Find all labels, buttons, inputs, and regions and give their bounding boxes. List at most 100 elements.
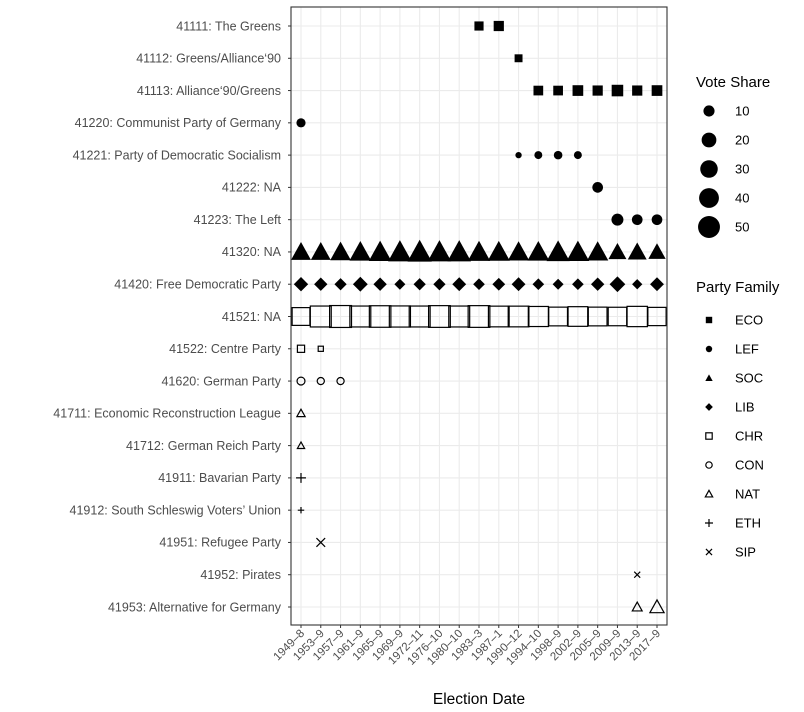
size-legend-key [700,160,718,178]
data-point-lib [394,278,406,290]
data-point-eco [592,85,603,96]
data-point-lib [373,277,387,291]
y-tick-label: 41221: Party of Democratic Socialism [73,148,281,162]
size-legend-key [698,216,720,238]
data-point-chr [507,305,530,328]
data-point-lef [611,213,624,226]
shape-legend-label: SIP [735,545,756,560]
data-point-soc [291,242,311,260]
data-point-chr [467,305,491,328]
data-point-soc [330,241,351,261]
data-point-chr [368,305,392,328]
y-tick-label: 41912: South Schleswig Voters’ Union [70,503,282,517]
data-point-con [296,376,306,386]
data-point-lef [573,151,582,160]
y-tick-label: 41712: German Reich Party [126,439,282,453]
data-point-soc [507,241,530,261]
data-point-chr [408,305,431,328]
data-point-chr [647,306,667,327]
data-point-lef [631,214,643,226]
data-point-soc [566,240,590,261]
data-point-lib [511,277,526,292]
data-point-con [316,376,325,386]
data-point-eco [474,21,484,31]
y-axis: 41111: The Greens 41112: Greens/Alliance‘… [53,19,291,614]
data-point-soc [648,243,666,259]
shape-legend-title: Party Family [696,279,780,296]
data-point-soc [546,240,570,262]
data-point-soc [310,242,331,260]
data-point-con [336,376,345,386]
data-point-lef [553,150,563,160]
data-point-chr [587,306,608,327]
data-point-sip [316,537,326,548]
shape-legend-label: LIB [735,400,755,415]
data-marks [291,20,667,614]
y-tick-label: 41223: The Left [194,213,282,227]
data-point-sip [633,571,641,579]
y-tick-label: 41420: Free Democratic Party [114,278,281,292]
y-tick-label: 41952: Pirates [200,568,281,582]
data-point-lef [534,151,543,160]
y-tick-label: 41112: Greens/Alliance‘90 [136,52,281,66]
shape-legend-key [705,345,713,353]
shape-legend-label: NAT [735,487,760,502]
data-point-chr [328,304,353,329]
data-point-nat [648,598,666,614]
data-point-chr [448,305,471,328]
data-point-nat [631,600,644,612]
data-point-lib [433,278,446,291]
data-point-lib [632,279,643,290]
data-point-lib [413,278,426,291]
data-point-soc [349,241,372,261]
data-point-lib [650,277,664,292]
size-legend-label: 40 [735,191,749,206]
data-point-soc [467,240,491,261]
data-point-chr [349,305,372,328]
y-tick-label: 41521: NA [222,310,282,324]
data-point-soc [388,240,412,262]
data-point-chr [487,305,510,328]
data-point-soc [427,240,452,262]
data-point-soc [487,240,510,261]
data-point-nat [295,407,307,418]
data-point-nat [296,440,306,450]
data-point-lib [314,277,328,291]
shape-legend-key [705,432,713,440]
size-legend-key [701,132,717,148]
data-point-lib [293,277,309,292]
data-point-lib [590,277,605,291]
shape-legend-label: CON [735,458,764,473]
data-point-soc [407,239,432,262]
data-point-lib [532,278,545,291]
y-tick-label: 41320: NA [222,245,282,259]
y-tick-label: 41111: The Greens [176,19,281,33]
shape-legend-key [705,403,713,411]
data-point-eco [493,20,504,32]
data-point-eco [651,85,663,96]
y-tick-label: 41953: Alternative for Germany [108,600,282,614]
data-point-chr [296,344,306,353]
data-point-lib [452,277,467,292]
shape-legend-key [705,548,713,556]
data-point-soc [587,241,609,261]
grid-lines [291,7,667,625]
y-tick-label: 41951: Refugee Party [159,536,281,550]
data-point-lib [473,278,485,291]
data-point-lib [609,276,626,293]
y-tick-label: 41911: Bavarian Party [158,471,282,485]
data-point-soc [368,240,392,261]
y-tick-label: 41711: Economic Reconstruction League [53,407,281,421]
data-point-lef [296,118,306,128]
data-point-lef [651,214,663,226]
shape-legend-label: ETH [735,516,761,531]
shape-legend-key [704,489,714,498]
shape-legend-key [705,316,713,324]
data-point-lef [592,182,604,193]
size-legend-label: 20 [735,133,749,148]
data-point-lib [352,276,368,292]
shape-legend-label: ECO [735,313,763,328]
data-point-eth [297,506,305,514]
data-point-chr [317,345,324,352]
